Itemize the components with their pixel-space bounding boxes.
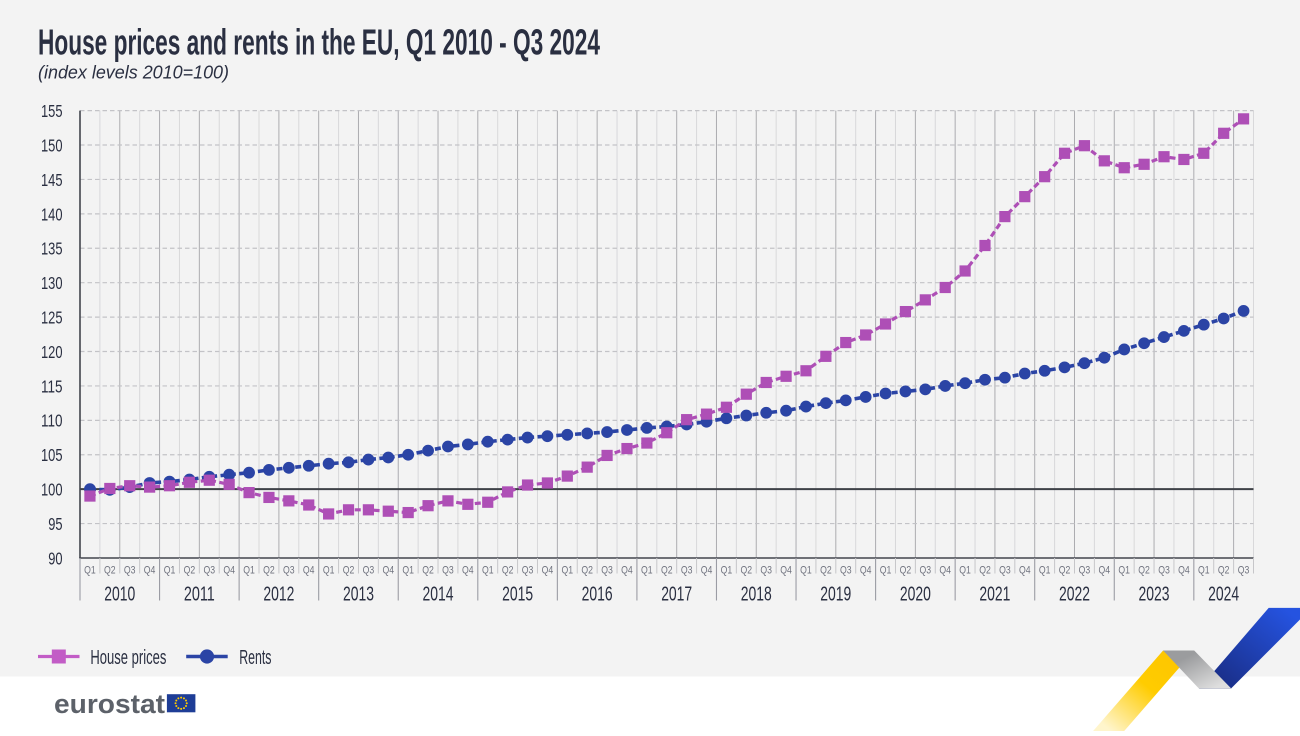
svg-text:145: 145 [41, 170, 63, 190]
svg-text:Q4: Q4 [303, 564, 315, 576]
svg-text:115: 115 [41, 376, 63, 396]
svg-text:Q2: Q2 [581, 564, 593, 576]
svg-text:Q4: Q4 [223, 564, 235, 576]
svg-text:Q3: Q3 [760, 564, 772, 576]
svg-text:Q2: Q2 [263, 564, 275, 576]
svg-text:Q4: Q4 [780, 564, 792, 576]
svg-text:Q2: Q2 [1138, 564, 1150, 576]
svg-text:Q1: Q1 [1039, 564, 1051, 576]
svg-text:2018: 2018 [741, 583, 772, 606]
svg-text:Q4: Q4 [1178, 564, 1190, 576]
svg-text:2024: 2024 [1208, 583, 1239, 606]
svg-text:Q2: Q2 [661, 564, 673, 576]
svg-text:150: 150 [41, 135, 63, 155]
svg-text:Q1: Q1 [243, 564, 255, 576]
svg-text:Q1: Q1 [402, 564, 414, 576]
svg-text:Q4: Q4 [939, 564, 951, 576]
svg-text:2020: 2020 [900, 583, 931, 606]
svg-text:Q4: Q4 [701, 564, 713, 576]
svg-text:(index levels 2010=100): (index levels 2010=100) [38, 62, 229, 83]
svg-text:Q4: Q4 [621, 564, 633, 576]
svg-text:Q3: Q3 [1079, 564, 1091, 576]
svg-text:2019: 2019 [820, 583, 851, 606]
svg-text:2022: 2022 [1059, 583, 1090, 606]
svg-text:2011: 2011 [184, 583, 215, 606]
svg-text:2021: 2021 [979, 583, 1010, 606]
svg-text:130: 130 [41, 273, 63, 293]
svg-text:140: 140 [41, 204, 63, 224]
svg-text:Q3: Q3 [203, 564, 215, 576]
svg-text:Q1: Q1 [562, 564, 574, 576]
svg-text:Q4: Q4 [1019, 564, 1031, 576]
svg-text:Rents: Rents [239, 646, 271, 669]
svg-text:Q1: Q1 [482, 564, 494, 576]
svg-text:Q2: Q2 [1218, 564, 1230, 576]
svg-text:Q4: Q4 [382, 564, 394, 576]
svg-text:135: 135 [41, 239, 63, 259]
svg-text:Q2: Q2 [1059, 564, 1071, 576]
svg-text:Q3: Q3 [601, 564, 613, 576]
svg-text:Q3: Q3 [283, 564, 295, 576]
svg-text:Q4: Q4 [860, 564, 872, 576]
svg-text:Q3: Q3 [124, 564, 136, 576]
svg-text:Q3: Q3 [1158, 564, 1170, 576]
svg-text:2015: 2015 [502, 583, 533, 606]
svg-text:Q2: Q2 [741, 564, 753, 576]
svg-text:Q1: Q1 [164, 564, 176, 576]
svg-text:2012: 2012 [263, 583, 294, 606]
svg-text:Q2: Q2 [502, 564, 514, 576]
svg-text:Q4: Q4 [144, 564, 156, 576]
svg-text:2017: 2017 [661, 583, 692, 606]
svg-text:Q2: Q2 [900, 564, 912, 576]
svg-text:Q3: Q3 [681, 564, 693, 576]
svg-text:Q1: Q1 [641, 564, 653, 576]
svg-text:155: 155 [41, 101, 63, 121]
svg-text:2013: 2013 [343, 583, 374, 606]
svg-text:Q2: Q2 [184, 564, 196, 576]
svg-text:House prices: House prices [90, 646, 166, 669]
svg-text:eurostat: eurostat [54, 689, 165, 719]
svg-text:Q3: Q3 [840, 564, 852, 576]
svg-text:Q3: Q3 [999, 564, 1011, 576]
svg-text:90: 90 [48, 548, 62, 568]
svg-text:Q2: Q2 [343, 564, 355, 576]
svg-text:Q3: Q3 [522, 564, 534, 576]
svg-text:Q2: Q2 [422, 564, 434, 576]
svg-text:Q1: Q1 [800, 564, 812, 576]
svg-text:Q1: Q1 [1118, 564, 1130, 576]
svg-text:2016: 2016 [582, 583, 613, 606]
svg-text:105: 105 [41, 445, 63, 465]
svg-text:95: 95 [48, 514, 62, 534]
svg-text:Q4: Q4 [542, 564, 554, 576]
svg-text:100: 100 [41, 480, 63, 500]
svg-text:House prices and rents in the: House prices and rents in the EU, Q1 201… [38, 22, 600, 63]
svg-text:Q1: Q1 [880, 564, 892, 576]
svg-text:2014: 2014 [423, 583, 454, 606]
svg-text:Q4: Q4 [462, 564, 474, 576]
svg-text:2010: 2010 [104, 583, 135, 606]
svg-text:Q3: Q3 [920, 564, 932, 576]
svg-text:Q2: Q2 [820, 564, 832, 576]
svg-text:Q1: Q1 [84, 564, 96, 576]
svg-text:2023: 2023 [1139, 583, 1170, 606]
svg-text:Q2: Q2 [979, 564, 991, 576]
svg-text:Q4: Q4 [1099, 564, 1111, 576]
svg-text:Q3: Q3 [363, 564, 375, 576]
svg-text:Q1: Q1 [721, 564, 733, 576]
svg-text:110: 110 [41, 411, 63, 431]
svg-text:Q3: Q3 [442, 564, 454, 576]
svg-text:125: 125 [41, 307, 63, 327]
svg-text:120: 120 [41, 342, 63, 362]
svg-text:Q3: Q3 [1238, 564, 1250, 576]
svg-text:Q1: Q1 [1198, 564, 1210, 576]
svg-text:Q1: Q1 [323, 564, 335, 576]
svg-text:Q1: Q1 [959, 564, 971, 576]
svg-text:Q2: Q2 [104, 564, 116, 576]
